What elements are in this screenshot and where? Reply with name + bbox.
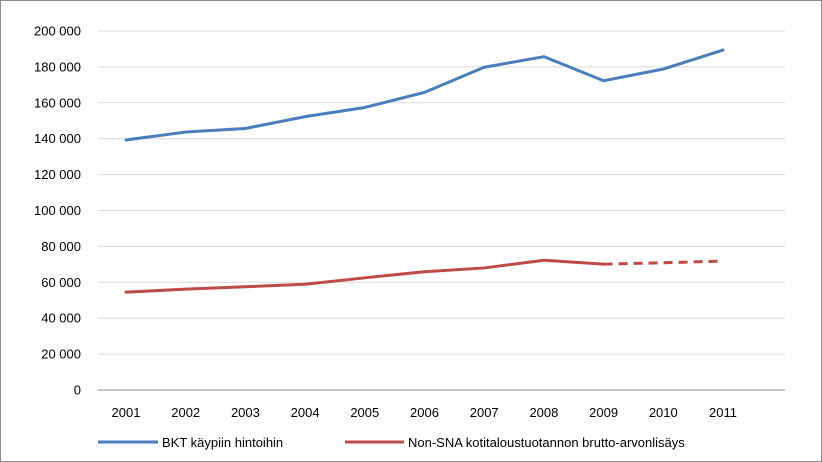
x-tick-label: 2010 [649,405,678,420]
y-tick-label: 100 000 [34,203,81,218]
x-tick-label: 2008 [529,405,558,420]
y-tick-label: 140 000 [34,131,81,146]
series-line-1-dashed [603,259,724,266]
legend-label-bkt: BKT käypiin hintoihin [162,435,283,450]
x-tick-label: 2001 [112,405,141,420]
legend-label-non-sna: Non-SNA kotitaloustuotannon brutto-arvon… [408,435,685,450]
x-tick-label: 2006 [410,405,439,420]
y-tick-label: 200 000 [34,24,81,39]
x-tick-label: 2005 [350,405,379,420]
x-tick-label: 2009 [589,405,618,420]
y-tick-label: 20 000 [41,347,81,362]
series-lines [124,48,725,294]
legend: BKT käypiin hintoihin Non-SNA kotitalous… [98,435,685,450]
series-line-1 [124,258,606,294]
x-tick-label: 2011 [709,405,737,420]
series-line-0 [124,48,725,142]
x-tick-label: 2007 [470,405,499,420]
y-tick-label: 0 [74,383,81,398]
y-tick-label: 180 000 [34,59,81,74]
y-tick-label: 40 000 [41,311,81,326]
y-tick-label: 80 000 [41,239,81,254]
x-axis-ticks: 2001 2002 2003 2004 2005 2006 2007 2008 2009 2010… [112,405,737,420]
y-tick-label: 60 000 [41,275,81,290]
x-tick-label: 2004 [291,405,320,420]
y-axis-ticks: 0 20 000 40 000 60 000 80 000 100 000 120 000 1… [34,24,81,398]
x-tick-label: 2003 [231,405,260,420]
y-tick-label: 160 000 [34,95,81,110]
x-tick-label: 2002 [171,405,200,420]
y-tick-label: 120 000 [34,167,81,182]
